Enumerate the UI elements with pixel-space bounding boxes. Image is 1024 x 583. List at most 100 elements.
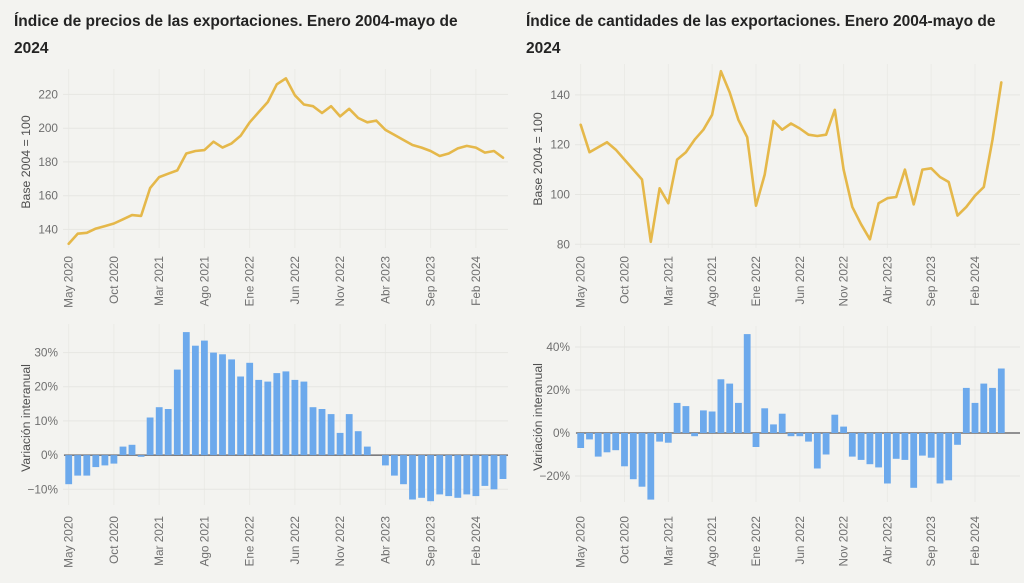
x-tick-label: Ene 2022 <box>749 256 763 307</box>
bar <box>822 433 830 455</box>
bar <box>101 455 109 466</box>
bar <box>472 455 480 497</box>
bar <box>805 433 812 442</box>
bar <box>409 455 416 500</box>
x-tick-label: Ago 2021 <box>705 516 719 567</box>
bar <box>980 383 988 433</box>
x-tick-label: Oct 2020 <box>107 256 121 304</box>
variacion-interanual-cantidades-svg: −20% 0% 20% 40% May 2020 Oct 2020 Mar 2021 Ago … <box>531 326 1020 568</box>
x-tick-label: Ago 2021 <box>197 256 211 307</box>
y-tick-label: 160 <box>38 189 58 203</box>
indice-cantidades-exportaciones-series <box>579 69 1003 244</box>
bar <box>831 414 839 433</box>
bar <box>901 433 909 460</box>
y-tick-label: 80 <box>557 237 571 251</box>
bar <box>210 352 217 456</box>
bar <box>137 455 145 457</box>
x-tick-label: May 2020 <box>574 516 588 568</box>
y-tick-label: 20% <box>546 383 570 397</box>
bar <box>857 433 865 460</box>
x-tick-label: Sep 2023 <box>424 256 438 307</box>
bar <box>291 379 299 456</box>
bar <box>463 455 471 495</box>
bar <box>621 433 628 467</box>
bar <box>586 433 593 440</box>
bar <box>418 455 425 498</box>
bar <box>128 444 136 456</box>
bar <box>708 411 716 433</box>
x-tick-label: May 2020 <box>62 256 76 308</box>
bar <box>173 369 181 455</box>
bar <box>273 373 281 456</box>
x-tick-label: Jun 2022 <box>793 256 807 305</box>
bar <box>454 455 462 498</box>
bar <box>664 433 672 443</box>
y-tick-label: 220 <box>38 87 58 101</box>
bar <box>726 383 734 433</box>
bar <box>691 433 698 437</box>
bar <box>787 433 795 437</box>
column-precios: Índice de precios de las exportaciones. … <box>0 0 508 568</box>
y-tick-label: 10% <box>34 414 58 428</box>
bar <box>264 381 272 456</box>
bar <box>255 379 263 456</box>
x-tick-label: Nov 2022 <box>837 516 851 567</box>
bar <box>927 433 935 458</box>
bar <box>354 431 362 456</box>
bar <box>237 376 244 456</box>
y-axis-title: Base 2004 = 100 <box>19 115 33 208</box>
bar-chart-cantidades-variacion: −20% 0% 20% 40% May 2020 Oct 2020 Mar 2021 Ago … <box>512 310 1024 583</box>
bar <box>146 417 154 456</box>
bar <box>761 408 769 433</box>
x-tick-label: Feb 2024 <box>469 256 483 306</box>
bar <box>382 455 389 466</box>
chart-title-precios: Índice de precios de las exportaciones. … <box>0 0 488 62</box>
x-tick-label: Sep 2023 <box>924 516 938 567</box>
bar <box>840 426 847 433</box>
bar <box>300 381 308 456</box>
x-tick-label: Ene 2022 <box>243 256 257 307</box>
y-tick-label: −10% <box>27 482 58 496</box>
bar <box>743 334 751 433</box>
line-chart-cantidades: 80 100 120 140 May 2020 Oct 2020 Mar 2021 Ago 2… <box>512 62 1024 310</box>
bar <box>282 371 290 456</box>
bar <box>499 455 507 479</box>
bar <box>892 433 900 459</box>
x-tick-label: Mar 2021 <box>661 516 675 566</box>
bar <box>813 433 821 469</box>
bar <box>481 455 489 486</box>
bar <box>962 387 970 433</box>
x-tick-label: Feb 2024 <box>469 516 483 566</box>
bar <box>92 455 100 468</box>
bar <box>309 407 317 456</box>
y-tick-label: 30% <box>34 346 58 360</box>
bar <box>119 446 127 456</box>
bar <box>638 433 646 487</box>
bar <box>796 433 804 437</box>
chart-title-precios-text: Índice de precios de las exportaciones. … <box>14 13 458 57</box>
bar <box>656 433 663 442</box>
y-tick-label: 0% <box>41 448 59 462</box>
y-tick-label: 100 <box>550 188 570 202</box>
bar <box>673 402 681 433</box>
x-tick-label: Oct 2020 <box>618 516 632 564</box>
bar <box>735 402 742 433</box>
x-tick-label: Oct 2020 <box>107 516 121 564</box>
x-tick-label: Jun 2022 <box>288 256 302 305</box>
bar <box>971 402 979 433</box>
y-tick-label: −20% <box>539 469 570 483</box>
bar <box>594 433 602 457</box>
y-tick-label: 140 <box>550 88 570 102</box>
variacion-interanual-precios-svg: −10% 0% 10% 20% 30% May 2020 Oct 2020 Mar 2021 A… <box>19 324 508 568</box>
bar <box>682 406 690 433</box>
x-tick-label: Mar 2021 <box>152 256 166 306</box>
bar <box>989 387 996 433</box>
column-cantidades: Índice de cantidades de las exportacione… <box>512 0 1024 583</box>
bar <box>155 407 163 456</box>
bar <box>201 340 208 456</box>
x-tick-label: Ago 2021 <box>197 516 211 567</box>
y-tick-label: 20% <box>34 380 58 394</box>
bar <box>445 455 453 497</box>
bar <box>336 432 344 456</box>
bar <box>228 359 235 456</box>
